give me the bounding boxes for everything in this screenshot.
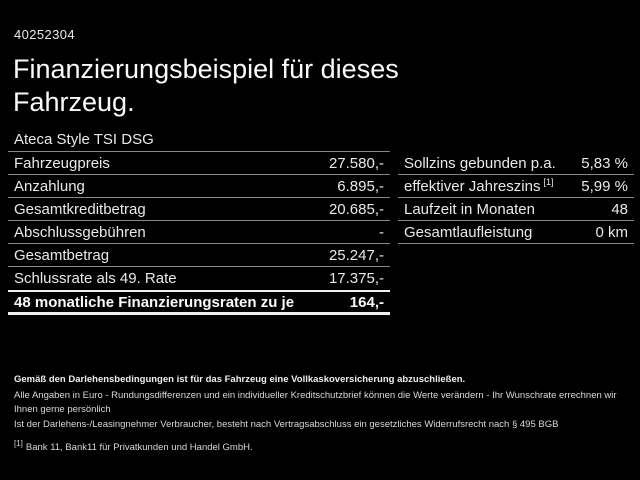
conditions-table-rows: Sollzins gebunden p.a. 5,83 % effektiver J…	[398, 152, 634, 244]
row-value: 27.580,-	[328, 154, 384, 172]
financing-table: Ateca Style TSI DSG Fahrzeugpreis 27.580,…	[8, 128, 390, 315]
row-label: Gesamtlaufleistung	[404, 223, 533, 241]
financing-row: Anzahlung 6.895,-	[8, 175, 390, 198]
condition-row: effektiver Jahreszins [1] 5,99 %	[398, 175, 634, 198]
row-label: Gesamtbetrag	[14, 246, 110, 264]
financing-row: Abschlussgebühren -	[8, 221, 390, 244]
row-label: Laufzeit in Monaten	[404, 200, 535, 218]
financing-row: Schlussrate als 49. Rate 17.375,-	[8, 267, 390, 290]
footnote-bank-ref: [1]	[14, 439, 23, 448]
row-value: 48	[611, 200, 628, 218]
footnote-insurance: Gemäß den Darlehensbedingungen ist für d…	[14, 374, 466, 385]
vehicle-id: 40252304	[14, 27, 76, 42]
row-value: 17.375,-	[328, 270, 384, 287]
row-label: Gesamtkreditbetrag	[14, 200, 146, 218]
row-label: effektiver Jahreszins [1]	[404, 177, 554, 195]
financing-row: Gesamtbetrag 25.247,-	[8, 244, 390, 267]
footnote-reference: [1]	[543, 177, 554, 187]
row-label: Anzahlung	[14, 177, 85, 195]
row-value: 6.895,-	[337, 177, 384, 195]
row-value: -	[379, 223, 384, 241]
financing-row: Gesamtkreditbetrag 20.685,-	[8, 198, 390, 221]
monthly-rate-label: 48 monatliche Finanzierungsraten zu je	[14, 293, 295, 311]
row-value: 0 km	[595, 223, 628, 241]
footnote-bank: [1] Bank 11, Bank11 für Privatkunden und …	[14, 437, 628, 456]
condition-row: Gesamtlaufleistung 0 km	[398, 221, 634, 244]
row-label: Fahrzeugpreis	[14, 154, 110, 172]
row-label: Abschlussgebühren	[14, 223, 146, 241]
monthly-rate-row: 48 monatliche Finanzierungsraten zu je 1…	[8, 290, 390, 315]
financing-row: Fahrzeugpreis 27.580,-	[8, 152, 390, 175]
footnote-bank-text: Bank 11, Bank11 für Privatkunden und Han…	[25, 442, 253, 454]
condition-row: Laufzeit in Monaten 48	[398, 198, 634, 221]
row-value: 5,83 %	[581, 154, 628, 172]
row-label: Sollzins gebunden p.a.	[404, 154, 556, 172]
vehicle-model: Ateca Style TSI DSG	[8, 128, 390, 152]
financing-table-rows: Fahrzeugpreis 27.580,- Anzahlung 6.895,- Ges…	[8, 152, 390, 290]
conditions-table: Sollzins gebunden p.a. 5,83 % effektiver J…	[398, 152, 634, 244]
footnotes-block: Gemäß den Darlehensbedingungen ist für d…	[14, 373, 628, 456]
row-label: Schlussrate als 49. Rate	[14, 270, 177, 287]
row-value: 20.685,-	[328, 200, 384, 218]
footnote-withdrawal-right: Ist der Darlehens-/Leasingnehmer Verbrau…	[14, 418, 559, 430]
footnote-disclaimer: Alle Angaben in Euro - Rundungsdifferenz…	[14, 389, 617, 416]
page-title: Finanzierungsbeispiel für dieses Fahrzeu…	[13, 54, 399, 117]
condition-row: Sollzins gebunden p.a. 5,83 %	[398, 152, 634, 175]
row-value: 5,99 %	[581, 177, 628, 195]
monthly-rate-value: 164,-	[349, 293, 384, 311]
row-value: 25.247,-	[328, 246, 384, 264]
